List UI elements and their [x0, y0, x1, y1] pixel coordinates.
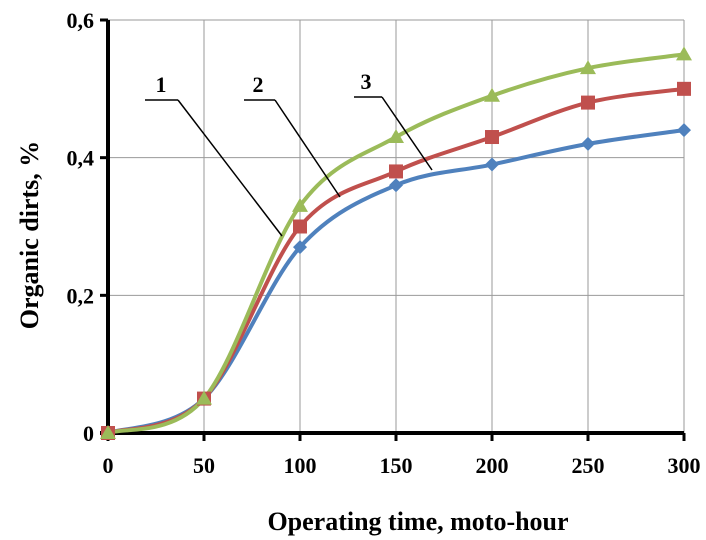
series-2-point	[485, 130, 499, 145]
series-3-point	[580, 60, 596, 75]
series-1-point	[581, 136, 595, 151]
series-3-point	[388, 129, 404, 144]
series-label-2: 2	[253, 72, 264, 97]
series-3-point	[292, 197, 308, 212]
y-tick-label: 0,2	[67, 283, 95, 308]
series-3-point	[676, 46, 692, 61]
series-2-point	[581, 95, 595, 110]
series-1-point	[677, 123, 691, 138]
series-1-point	[389, 178, 403, 193]
series-2-point	[293, 219, 307, 234]
x-tick-label: 0	[103, 453, 114, 478]
series-3-point	[100, 425, 116, 439]
y-axis-title: Organic dirts, %	[15, 141, 44, 330]
x-tick-label: 100	[284, 453, 317, 478]
y-tick-label: 0	[83, 421, 94, 446]
series-3-point	[196, 390, 212, 405]
x-tick-label: 150	[380, 453, 413, 478]
callout-leader-line	[274, 99, 341, 198]
x-tick-label: 300	[668, 453, 701, 478]
y-tick-label: 0,6	[67, 8, 95, 33]
series-2-point	[389, 164, 403, 179]
series-label-1: 1	[156, 72, 167, 97]
series-1-point	[485, 157, 499, 172]
series-markers	[100, 46, 692, 440]
tick-labels: 0 50 100 150 200 250 300 0 0,2 0,4 0,6	[67, 8, 701, 478]
x-tick-label: 250	[572, 453, 605, 478]
series-3-point	[484, 87, 500, 102]
callout-leader-line	[177, 99, 283, 237]
series-label-3: 3	[361, 69, 372, 94]
y-tick-label: 0,4	[67, 146, 95, 171]
x-tick-label: 200	[476, 453, 509, 478]
callout-leader-line	[381, 96, 433, 171]
axes	[100, 18, 686, 441]
series-callouts: 1 2 3	[145, 69, 433, 237]
grid	[108, 19, 685, 433]
x-tick-label: 50	[193, 453, 215, 478]
series-2-point	[677, 81, 691, 96]
x-axis-title: Operating time, moto-hour	[267, 507, 568, 536]
series-1-point	[293, 240, 307, 255]
